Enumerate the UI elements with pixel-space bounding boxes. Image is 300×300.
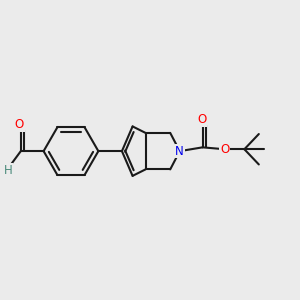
- Text: O: O: [15, 118, 24, 131]
- Text: O: O: [220, 143, 229, 156]
- Text: O: O: [197, 113, 206, 127]
- Text: H: H: [4, 164, 12, 177]
- Text: N: N: [176, 145, 184, 158]
